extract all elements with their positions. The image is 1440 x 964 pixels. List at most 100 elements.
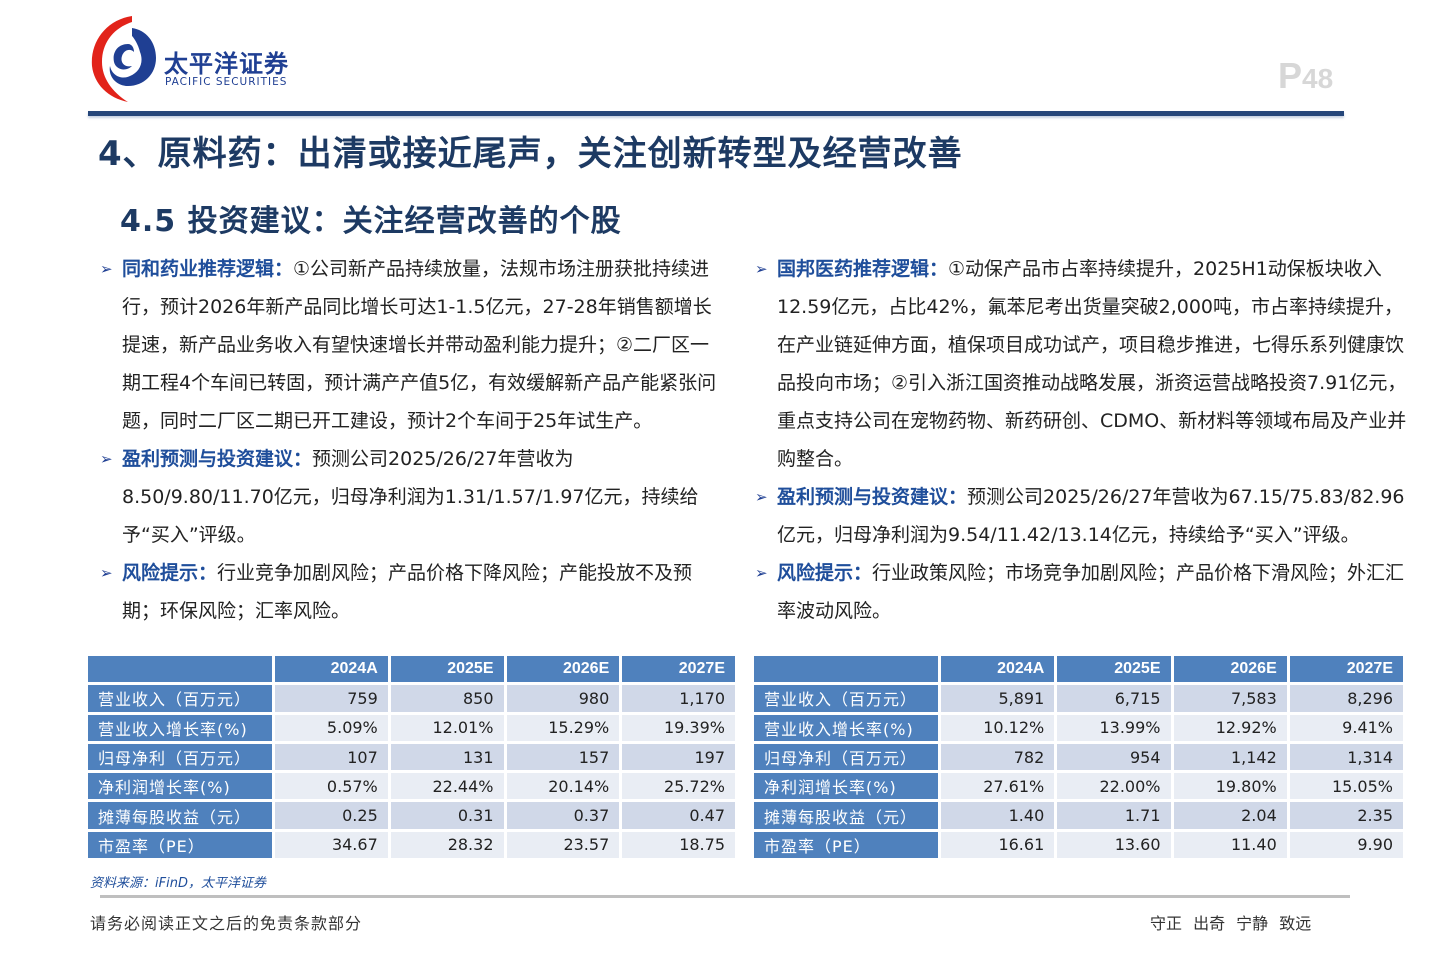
arrow-bullet-icon: ➢ — [755, 488, 768, 506]
paragraph-forecast: ➢ 盈利预测与投资建议：预测公司2025/26/27年营收为67.15/75.8… — [755, 478, 1410, 554]
table-cell: 759 — [275, 685, 391, 715]
table-cell: 2.04 — [1173, 802, 1290, 832]
arrow-bullet-icon: ➢ — [755, 564, 768, 582]
table-cell: 107 — [275, 743, 391, 774]
table-cell: 10.12% — [941, 714, 1058, 744]
table-row: 净利润增长率(%) 0.57% 22.44% 20.14% 25.72% — [88, 773, 738, 803]
table-cell: 9.41% — [1289, 714, 1406, 744]
table-cell: 12.01% — [390, 714, 507, 744]
row-label: 营业收入（百万元） — [88, 685, 275, 715]
table-cell: 2.35 — [1289, 802, 1406, 832]
logo-mark-icon — [91, 16, 156, 102]
table-header-cell: 2027E — [1289, 656, 1406, 686]
table-cell: 0.37 — [506, 802, 623, 832]
table-cell: 1.71 — [1057, 802, 1174, 832]
paragraph-text: ①动保产品市占率持续提升，2025H1动保板块收入12.59亿元，占比42%，氟… — [777, 258, 1407, 470]
table-cell: 782 — [941, 743, 1058, 774]
row-label: 营业收入（百万元） — [754, 685, 941, 715]
paragraph-text: ①公司新产品持续放量，法规市场注册获批持续进行，预计2026年新产品同比增长可达… — [122, 258, 717, 432]
table-cell: 157 — [506, 743, 623, 774]
company-logo: 太平洋证券 PACIFIC SECURITIES — [88, 14, 308, 104]
row-label: 净利润增长率(%) — [754, 773, 941, 803]
paragraph-risk: ➢ 风险提示：行业政策风险；市场竞争加剧风险；产品价格下滑风险；外汇汇率波动风险… — [755, 554, 1410, 630]
page-number: P48 — [1278, 55, 1333, 97]
table-row: 营业收入（百万元） 5,891 6,715 7,583 8,296 — [754, 685, 1406, 715]
paragraph-text: 行业政策风险；市场竞争加剧风险；产品价格下滑风险；外汇汇率波动风险。 — [777, 562, 1405, 622]
table-cell: 22.44% — [390, 773, 507, 803]
table-cell: 0.47 — [622, 802, 738, 832]
paragraph-text: 预测公司2025/26/27年营收为67.15/75.83/82.96亿元，归母… — [777, 486, 1405, 546]
table-header-row: 2024A 2025E 2026E 2027E — [754, 656, 1406, 686]
footer-disclaimer: 请务必阅读正文之后的免责条款部分 — [90, 914, 363, 933]
table-header-row: 2024A 2025E 2026E 2027E — [88, 656, 738, 686]
table-row: 营业收入增长率(%) 5.09% 12.01% 15.29% 19.39% — [88, 714, 738, 744]
table-cell: 22.00% — [1057, 773, 1174, 803]
table-cell: 980 — [506, 685, 623, 715]
table-header-cell: 2024A — [275, 656, 391, 686]
arrow-bullet-icon: ➢ — [755, 260, 768, 278]
financial-table-right: 2024A 2025E 2026E 2027E 营业收入（百万元） 5,891 … — [754, 656, 1406, 862]
table-header-cell — [88, 656, 275, 686]
financial-table-left: 2024A 2025E 2026E 2027E 营业收入（百万元） 759 85… — [88, 656, 738, 862]
table-row: 摊薄每股收益（元） 0.25 0.31 0.37 0.47 — [88, 802, 738, 832]
table-row: 营业收入（百万元） 759 850 980 1,170 — [88, 685, 738, 715]
table-cell: 1,314 — [1289, 743, 1406, 774]
paragraph-forecast: ➢ 盈利预测与投资建议：预测公司2025/26/27年营收为8.50/9.80/… — [100, 440, 722, 554]
table-cell: 131 — [390, 743, 507, 774]
right-column-text: ➢ 国邦医药推荐逻辑：①动保产品市占率持续提升，2025H1动保板块收入12.5… — [755, 250, 1410, 630]
paragraph-text: 预测公司2025/26/27年营收为8.50/9.80/11.70亿元，归母净利… — [122, 448, 699, 546]
footer-divider — [100, 895, 1350, 898]
row-label: 归母净利（百万元） — [754, 743, 941, 774]
table-cell: 8,296 — [1289, 685, 1406, 715]
table-header-cell: 2026E — [1173, 656, 1290, 686]
table-cell: 1.40 — [941, 802, 1058, 832]
table-header-cell: 2025E — [1057, 656, 1174, 686]
subsection-title: 4.5 投资建议：关注经营改善的个股 — [120, 204, 622, 239]
table-cell: 5,891 — [941, 685, 1058, 715]
table-cell: 18.75 — [622, 831, 738, 862]
table-header-cell: 2026E — [506, 656, 623, 686]
row-label: 摊薄每股收益（元） — [88, 802, 275, 832]
table-cell: 25.72% — [622, 773, 738, 803]
header-divider — [88, 111, 1344, 116]
table-cell: 16.61 — [941, 831, 1058, 862]
logo-chinese-name: 太平洋证券 — [164, 50, 289, 78]
table-cell: 28.32 — [390, 831, 507, 862]
table-header-cell — [754, 656, 941, 686]
data-source-note: 资料来源：iFinD，太平洋证券 — [90, 876, 266, 891]
table-cell: 13.99% — [1057, 714, 1174, 744]
table-cell: 954 — [1057, 743, 1174, 774]
table-row: 摊薄每股收益（元） 1.40 1.71 2.04 2.35 — [754, 802, 1406, 832]
table-row: 市盈率（PE） 16.61 13.60 11.40 9.90 — [754, 831, 1406, 862]
table-row: 归母净利（百万元） 782 954 1,142 1,314 — [754, 743, 1406, 774]
paragraph-risk: ➢ 风险提示：行业竞争加剧风险；产品价格下降风险；产能投放不及预期；环保风险；汇… — [100, 554, 722, 630]
arrow-bullet-icon: ➢ — [100, 450, 113, 468]
table-row: 净利润增长率(%) 27.61% 22.00% 19.80% 15.05% — [754, 773, 1406, 803]
paragraph-text: 行业竞争加剧风险；产品价格下降风险；产能投放不及预期；环保风险；汇率风险。 — [122, 562, 693, 622]
table-cell: 19.80% — [1173, 773, 1290, 803]
paragraph-label: 风险提示： — [122, 562, 218, 584]
row-label: 归母净利（百万元） — [88, 743, 275, 774]
table-row: 归母净利（百万元） 107 131 157 197 — [88, 743, 738, 774]
table-cell: 7,583 — [1173, 685, 1290, 715]
table-cell: 27.61% — [941, 773, 1058, 803]
table-cell: 1,142 — [1173, 743, 1290, 774]
table-cell: 20.14% — [506, 773, 623, 803]
paragraph-label: 盈利预测与投资建议： — [777, 486, 968, 508]
table-cell: 11.40 — [1173, 831, 1290, 862]
table-cell: 0.25 — [275, 802, 391, 832]
table-cell: 197 — [622, 743, 738, 774]
paragraph-label: 国邦医药推荐逻辑： — [777, 258, 949, 280]
arrow-bullet-icon: ➢ — [100, 260, 113, 278]
paragraph-recommend-logic: ➢ 国邦医药推荐逻辑：①动保产品市占率持续提升，2025H1动保板块收入12.5… — [755, 250, 1410, 478]
table-header-cell: 2027E — [622, 656, 738, 686]
paragraph-recommend-logic: ➢ 同和药业推荐逻辑：①公司新产品持续放量，法规市场注册获批持续进行，预计202… — [100, 250, 722, 440]
page-prefix: P — [1278, 55, 1303, 96]
table-cell: 12.92% — [1173, 714, 1290, 744]
table-cell: 9.90 — [1289, 831, 1406, 862]
row-label: 净利润增长率(%) — [88, 773, 275, 803]
table-cell: 13.60 — [1057, 831, 1174, 862]
table-cell: 0.31 — [390, 802, 507, 832]
table-header-cell: 2025E — [390, 656, 507, 686]
table-cell: 850 — [390, 685, 507, 715]
